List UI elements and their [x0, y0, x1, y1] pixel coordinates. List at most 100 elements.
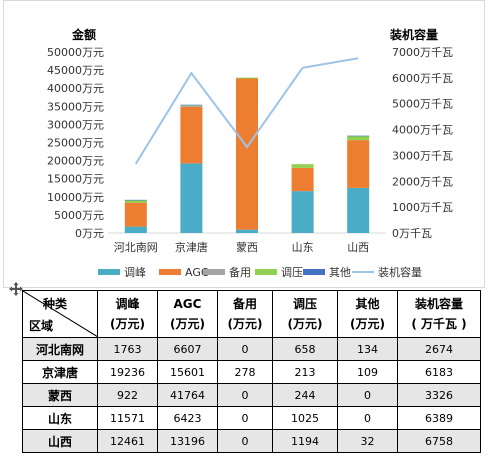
value-cell: 244: [272, 383, 338, 407]
legend-label: 备用: [229, 265, 251, 279]
value-cell: 109: [337, 360, 398, 384]
column-header-title: 备用: [232, 297, 257, 311]
bar-segment: [180, 105, 203, 106]
y-right-tick-label: 4000万千瓦: [392, 124, 453, 137]
value-cell: 1194: [272, 429, 338, 453]
value-cell: 1025: [272, 406, 338, 430]
value-cell: 32: [337, 429, 398, 453]
bar-segment: [291, 191, 314, 233]
bar-segment: [180, 105, 203, 107]
x-category-label: 蒙西: [236, 241, 258, 254]
legend-swatch: [98, 269, 120, 275]
value-cell: 0: [217, 337, 273, 361]
column-header-unit: (万元): [227, 317, 263, 331]
legend-swatch: [159, 269, 181, 275]
x-category-label: 京津唐: [175, 240, 208, 254]
table-row: 蒙西 922 41764 0 244 0 3326: [22, 383, 481, 407]
caption-cutoff: [22, 454, 482, 461]
column-header-unit: (万元): [110, 317, 145, 331]
y-left-tick-label: 20000万元: [47, 155, 104, 168]
legend-label: AGC: [185, 266, 209, 279]
bar-segment: [124, 226, 147, 233]
value-cell: 278: [217, 360, 273, 384]
value-cell: 0: [337, 406, 398, 430]
column-header-unit: (万元): [170, 317, 205, 331]
chart-area[interactable]: 金额 装机容量 0万元 5000万元 10000万元 15000万元 20000万元 25…: [3, 0, 485, 288]
column-header-title: 装机容量: [414, 297, 463, 311]
x-category-label: 山西: [347, 241, 369, 254]
column-header-title: AGC: [173, 297, 202, 311]
table-row: 山东 11571 6423 0 1025 0 6389: [22, 406, 481, 430]
value-cell: 19236: [97, 360, 158, 384]
diagonal-line: [23, 291, 97, 337]
corner-bottom-label: 区域: [29, 319, 54, 333]
column-header: 备用 (万元): [217, 290, 273, 338]
column-header: 调压 (万元): [272, 290, 338, 338]
column-header-unit: ( 万千瓦 ): [411, 317, 467, 331]
y-left-tick-label: 30000万元: [47, 118, 104, 131]
bar-segment: [347, 135, 370, 141]
x-category-label: 河北南网: [114, 241, 158, 254]
bar-segment: [236, 78, 258, 230]
value-cell: 0: [217, 429, 273, 453]
y-right-tick-label: 2000万千瓦: [392, 175, 453, 188]
column-header: 装机容量 ( 万千瓦 ): [397, 290, 481, 338]
value-cell: 15601: [157, 360, 218, 384]
y-left-tick-label: 0万元: [75, 227, 104, 240]
region-cell: 山东: [22, 406, 98, 430]
y-left-title: 金额: [71, 27, 96, 42]
value-cell: 12461: [97, 429, 158, 453]
value-cell: 2674: [397, 337, 481, 361]
y-left-tick-label: 45000万元: [47, 64, 104, 77]
y-right-tick-label: 6000万千瓦: [392, 72, 453, 85]
bar-segment: [124, 200, 147, 203]
y-left-tick-label: 50000万元: [47, 46, 104, 59]
chart-svg: 金额 装机容量 0万元 5000万元 10000万元 15000万元 20000万元 25…: [47, 27, 453, 279]
bar-segment: [180, 163, 203, 233]
corner-top-label: 种类: [43, 297, 68, 311]
value-cell: 6183: [397, 360, 481, 384]
data-table: 种类 区域 调峰 (万元) AGC (万元) 备用 (万元) 调压 (万元) 其他 (万元) 装机容…: [22, 290, 481, 453]
value-cell: 658: [272, 337, 338, 361]
column-header: 其他 (万元): [337, 290, 398, 338]
value-cell: 6758: [397, 429, 481, 453]
value-cell: 6607: [157, 337, 218, 361]
bar-segment: [347, 135, 370, 137]
column-header-unit: (万元): [287, 317, 323, 331]
y-right-tick-label: 0万千瓦: [392, 227, 432, 240]
legend-swatch: [303, 269, 325, 275]
y-left-tick-label: 35000万元: [47, 100, 104, 113]
region-cell: 蒙西: [22, 383, 98, 407]
bar-segment: [236, 229, 258, 233]
bar-segment: [124, 202, 147, 227]
value-cell: 13196: [157, 429, 218, 453]
y-left-tick-label: 25000万元: [47, 137, 104, 150]
bar-segment: [291, 164, 314, 168]
table-row: 京津唐 19236 15601 278 213 109 6183: [22, 360, 481, 384]
bar-segment: [291, 167, 314, 192]
value-cell: 0: [217, 383, 273, 407]
value-cell: 922: [97, 383, 158, 407]
table-row: 河北南网 1763 6607 0 658 134 2674: [22, 337, 481, 361]
column-header-unit: (万元): [350, 317, 385, 331]
capacity-line: [134, 57, 359, 165]
value-cell: 6423: [157, 406, 218, 430]
table-row: 山西 12461 13196 0 1194 32 6758: [22, 429, 481, 453]
bar-segment: [236, 77, 258, 79]
column-header: 调峰 (万元): [97, 290, 158, 338]
bar-segment: [347, 187, 370, 233]
value-cell: 11571: [97, 406, 158, 430]
bar-segment: [180, 104, 203, 106]
y-right-tick-label: 7000万千瓦: [392, 46, 453, 59]
region-cell: 京津唐: [22, 360, 98, 384]
x-category-label: 山东: [292, 241, 314, 254]
y-left-tick-label: 40000万元: [47, 82, 104, 95]
value-cell: 41764: [157, 383, 218, 407]
column-header-title: 其他: [355, 297, 380, 311]
y-right-tick-label: 1000万千瓦: [392, 201, 453, 214]
y-right-title: 装机容量: [389, 27, 438, 42]
value-cell: 1763: [97, 337, 158, 361]
move-handle-icon[interactable]: [9, 282, 23, 296]
region-cell: 河北南网: [22, 337, 98, 361]
table-header-row: 种类 区域 调峰 (万元) AGC (万元) 备用 (万元) 调压 (万元) 其他 (万元) 装机容…: [22, 290, 481, 338]
